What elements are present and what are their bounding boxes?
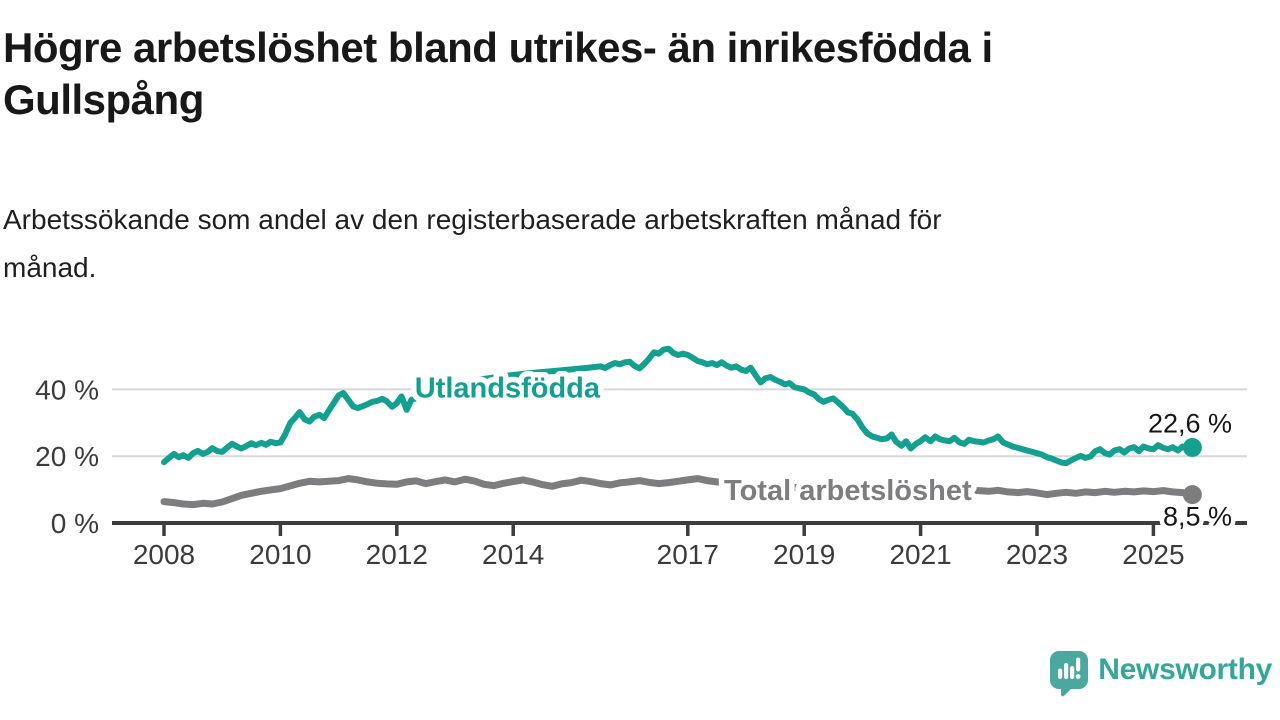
x-tick-label-2025: 2025	[1122, 539, 1184, 570]
page-subtitle-line-1: Arbetssökande som andel av den registerb…	[3, 204, 942, 235]
page-title-line-1: Högre arbetslöshet bland utrikes- än inr…	[3, 24, 993, 71]
y-tick-label-20: 20 %	[35, 441, 99, 472]
end-dot-utlandsfodda	[1182, 438, 1202, 458]
y-tick-label-0: 0 %	[51, 508, 99, 539]
y-tick-label-40: 40 %	[35, 374, 99, 405]
x-tick-label-2023: 2023	[1006, 539, 1068, 570]
series-line-utlandsfodda	[161, 345, 1196, 467]
x-tick-label-2021: 2021	[889, 539, 951, 570]
end-dot-total	[1182, 485, 1202, 505]
logo-bar-2	[1064, 663, 1069, 679]
x-tick-label-2010: 2010	[249, 539, 311, 570]
newsworthy-speech-bubble-bar-chart-icon	[1050, 651, 1089, 697]
x-tick-label-2012: 2012	[366, 539, 428, 570]
series-label-total: Total arbetslöshet	[724, 475, 972, 507]
logo-bar-1	[1058, 668, 1063, 679]
newsworthy-logo: Newsworthy	[1049, 650, 1272, 698]
end-value-label-total: 8,5 %	[1163, 502, 1232, 532]
brand-wordmark: Newsworthy	[1098, 653, 1272, 686]
end-value-label-utlandsfodda: 22,6 %	[1148, 409, 1232, 439]
series-line-total	[160, 475, 1196, 509]
page-title-line-2: Gullspång	[3, 76, 204, 123]
unemployment-line-chart: 2008 2010 2012 2014 2017 2019 2021 2023 2025 0 % 2…	[35, 345, 1247, 570]
x-tick-label-2019: 2019	[773, 539, 835, 570]
page-subtitle-line-2: månad.	[3, 252, 97, 283]
x-tick-label-2014: 2014	[482, 539, 544, 570]
logo-exclamation-dot	[1075, 674, 1081, 679]
logo-exclamation-bar	[1076, 657, 1081, 672]
series-label-utlandsfodda: Utlandsfödda	[415, 372, 601, 404]
logo-bubble-shape	[1050, 651, 1089, 689]
x-tick-label-2008: 2008	[133, 539, 195, 570]
page-subtitle: Arbetssökande som andel av den registerb…	[3, 196, 1263, 292]
page-title: Högre arbetslöshet bland utrikes- än inr…	[3, 22, 1263, 126]
logo-bubble-tail	[1061, 686, 1074, 697]
x-tick-label-2017: 2017	[657, 539, 719, 570]
logo-bar-3	[1070, 666, 1075, 679]
